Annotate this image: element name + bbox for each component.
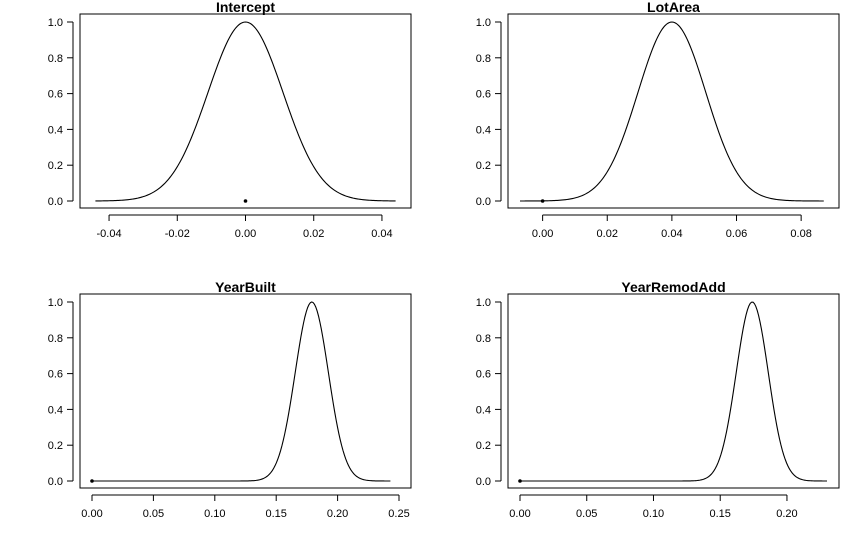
y-tick-label: 0.4 [48, 124, 63, 136]
panel-title: YearRemodAdd [621, 279, 725, 295]
x-tick-label: -0.04 [97, 228, 122, 240]
density-curve [520, 301, 827, 482]
y-tick-label: 0.4 [48, 404, 63, 416]
y-tick-label: 0.6 [476, 369, 491, 381]
density-curve [95, 21, 396, 202]
density-curve [520, 21, 824, 202]
x-tick-label: 0.05 [143, 508, 164, 520]
y-tick-label: 1.0 [48, 17, 63, 29]
x-tick-label: 0.15 [265, 508, 286, 520]
y-tick-label: 0.0 [48, 476, 63, 488]
x-tick-label: 0.15 [710, 508, 731, 520]
plot-frame [507, 293, 840, 489]
x-tick-label: 0.00 [509, 508, 530, 520]
y-tick-label: 0.2 [476, 160, 491, 172]
panel-3: YearRemodAdd 0.0 0.2 0.4 0.6 0.8 1.0 0.00 0.05 0.… [476, 279, 840, 520]
y-tick-label: 0.8 [48, 53, 63, 65]
y-tick-label: 0.2 [476, 440, 491, 452]
x-tick-label: 0.02 [597, 228, 618, 240]
x-tick-label: 0.08 [790, 228, 811, 240]
y-tick-label: 0.8 [476, 53, 491, 65]
point-marker [243, 199, 248, 203]
x-tick-label: 0.06 [726, 228, 747, 240]
x-tick-label: 0.02 [303, 228, 324, 240]
x-tick-label: -0.02 [165, 228, 190, 240]
x-tick-label: 0.25 [388, 508, 409, 520]
y-tick-label: 1.0 [48, 297, 63, 309]
y-tick-label: 0.4 [476, 404, 491, 416]
y-tick-label: 0.6 [476, 89, 491, 101]
y-tick-label: 0.6 [48, 89, 63, 101]
point-marker [90, 479, 94, 483]
x-tick-label: 0.20 [776, 508, 797, 520]
panel-title: YearBuilt [215, 279, 276, 295]
y-tick-label: 0.0 [476, 196, 491, 208]
y-tick-label: 1.0 [476, 17, 491, 29]
plot-frame [507, 13, 840, 209]
plot-frame [79, 293, 412, 489]
panel-title: Intercept [216, 0, 275, 15]
y-tick-label: 0.6 [48, 369, 63, 381]
x-tick-label: 0.00 [235, 228, 256, 240]
y-tick-label: 0.4 [476, 124, 491, 136]
x-tick-label: 0.05 [576, 508, 597, 520]
panel-2: YearBuilt 0.0 0.2 0.4 0.6 0.8 1.0 0.00 0.05 0.10 0… [48, 279, 412, 520]
x-tick-label: 0.10 [643, 508, 664, 520]
y-tick-label: 0.0 [476, 476, 491, 488]
point-marker [540, 199, 545, 203]
y-tick-label: 0.8 [48, 333, 63, 345]
panel-title: LotArea [647, 0, 700, 15]
y-tick-label: 0.0 [48, 196, 63, 208]
x-tick-label: 0.00 [532, 228, 553, 240]
y-tick-label: 1.0 [476, 297, 491, 309]
plot-frame [79, 13, 412, 209]
x-tick-label: 0.20 [327, 508, 348, 520]
panel-0: Intercept 0.0 0.2 0.4 0.6 0.8 1.0 -0.04 -0.02 0.0… [48, 0, 412, 240]
x-tick-label: 0.04 [661, 228, 682, 240]
panel-1: LotArea 0.0 0.2 0.4 0.6 0.8 1.0 0.00 0.02 0.04 0.0… [476, 0, 840, 240]
point-marker [518, 479, 522, 483]
x-tick-label: 0.04 [371, 228, 392, 240]
density-curve [92, 301, 391, 482]
y-tick-label: 0.2 [48, 440, 63, 452]
y-tick-label: 0.8 [476, 333, 491, 345]
x-tick-label: 0.00 [81, 508, 102, 520]
x-tick-label: 0.10 [204, 508, 225, 520]
y-tick-label: 0.2 [48, 160, 63, 172]
